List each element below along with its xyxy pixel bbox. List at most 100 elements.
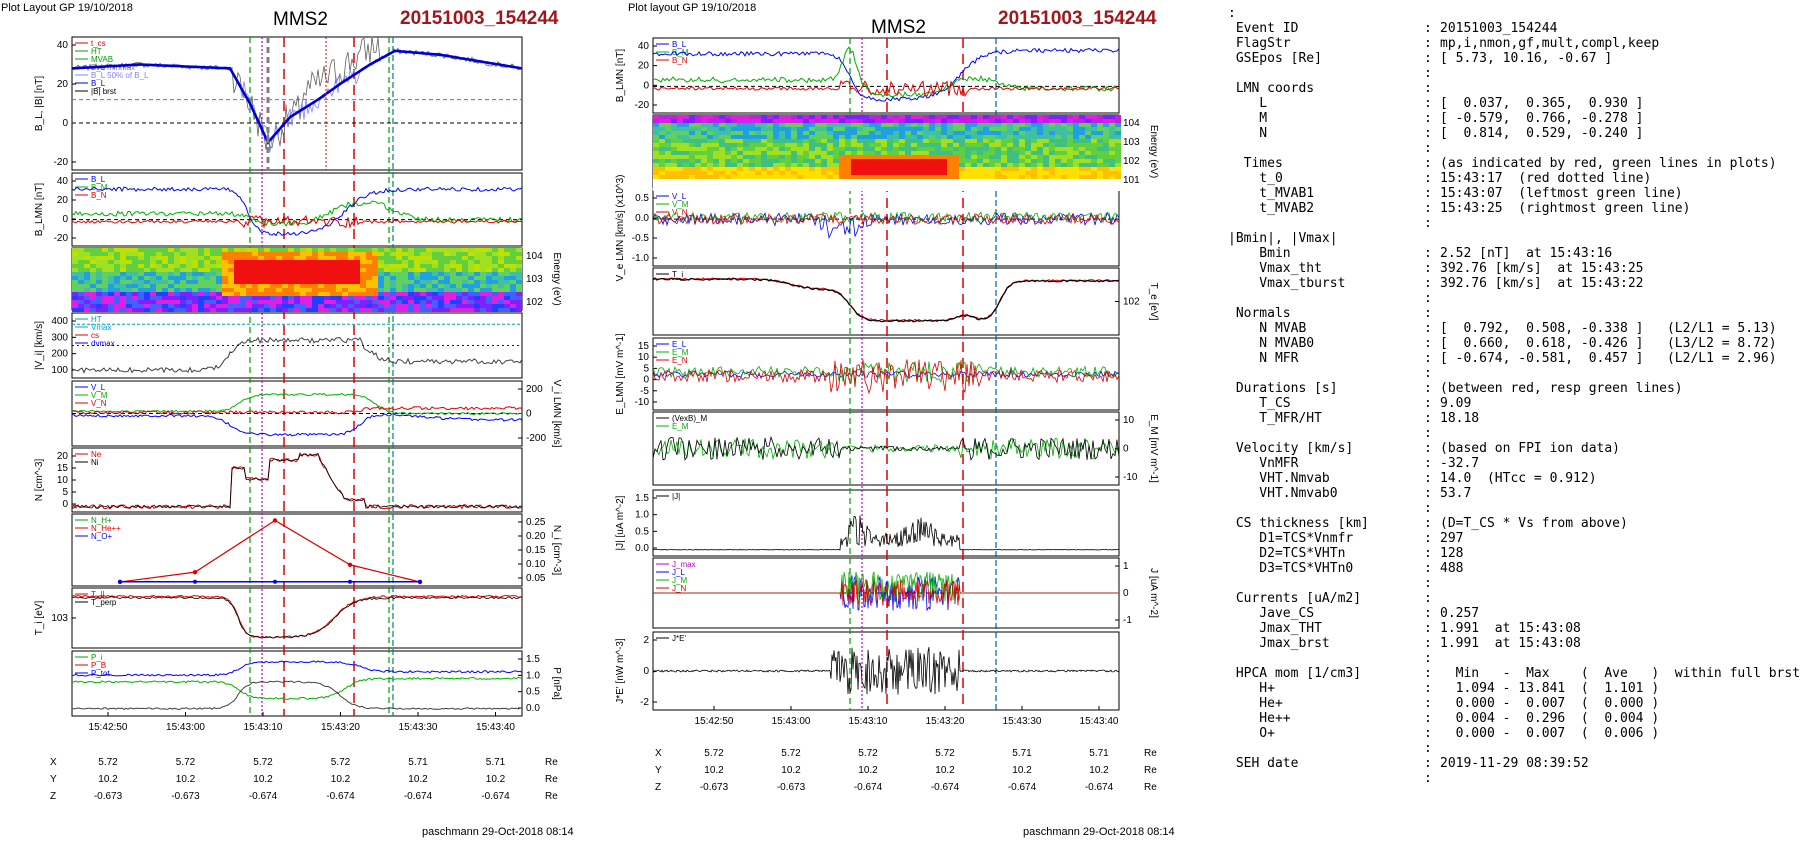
spectrogram-cell [923, 127, 929, 131]
spectrogram-cell [204, 292, 210, 296]
spectrogram-cell [713, 135, 719, 139]
spectrogram-cell [653, 123, 659, 127]
spectrogram-cell [737, 115, 743, 119]
y-tick-label: 10 [638, 352, 650, 363]
spectrogram-cell [336, 260, 342, 264]
spectrogram-cell [516, 292, 522, 296]
spectrogram-cell [1031, 179, 1037, 183]
y-tick-label: 0.15 [526, 545, 546, 556]
position-value: 5.72 [858, 748, 878, 759]
spectrogram-cell [893, 139, 899, 143]
spectrogram-cell [893, 179, 899, 183]
spectrogram-cell [204, 308, 210, 312]
spectrogram-cell [300, 292, 306, 296]
summary-value: [ 0.660, 0.618, -0.426 ] (L3/L2 = 8.72) [1440, 336, 1777, 351]
spectrogram-cell [192, 292, 198, 296]
spectrogram-cell [677, 147, 683, 151]
spectrogram-cell [845, 167, 851, 171]
spectrogram-cell [378, 256, 384, 260]
spectrogram-cell [288, 276, 294, 280]
spectrogram-cell [665, 171, 671, 175]
spectrogram-cell [450, 256, 456, 260]
spectrogram-cell [414, 296, 420, 300]
spectrogram-cell [1097, 115, 1103, 119]
spectrogram-cell [755, 183, 761, 187]
spectrogram-cell [72, 296, 78, 300]
spectrogram-cell [1055, 119, 1061, 123]
spectrogram-cell [977, 159, 983, 163]
spectrogram-cell [809, 143, 815, 147]
spectrogram-cell [1001, 139, 1007, 143]
spectrogram-cell [677, 123, 683, 127]
spectrogram-cell [366, 308, 372, 312]
spectrogram-cell [126, 248, 132, 252]
spectrogram-cell [737, 175, 743, 179]
spectrogram-cell [797, 127, 803, 131]
spectrogram-cell [683, 151, 689, 155]
spectrogram-cell [120, 256, 126, 260]
spectrogram-cell [132, 304, 138, 308]
spectrogram-cell [396, 260, 402, 264]
spectrogram-cell [102, 308, 108, 312]
spectrogram-cell [300, 280, 306, 284]
spectrogram-cell [492, 308, 498, 312]
spectrogram-cell [911, 147, 917, 151]
spectrogram-cell [983, 155, 989, 159]
spectrogram-cell [833, 159, 839, 163]
spectrogram-cell [1061, 163, 1067, 167]
spectrogram-cell [659, 139, 665, 143]
spectrogram-cell [240, 268, 246, 272]
spectrogram-cell [78, 252, 84, 256]
spectrogram-cell [342, 304, 348, 308]
spectrogram-cell [887, 119, 893, 123]
summary-key: SEH date [1228, 756, 1299, 771]
summary-key: Currents [uA/m2] [1228, 591, 1362, 606]
spectrogram-cell [743, 171, 749, 175]
spectrogram-cell [851, 127, 857, 131]
y-tick-label: 0 [526, 409, 532, 420]
spectrogram-cell [695, 183, 701, 187]
spectrogram-cell [689, 131, 695, 135]
spectrogram-cell [156, 300, 162, 304]
spectrogram-cell [929, 139, 935, 143]
spectrogram-cell [755, 147, 761, 151]
spectrogram-cell [821, 179, 827, 183]
spectrogram-cell [911, 183, 917, 187]
spectrogram-cell [1007, 155, 1013, 159]
spectrogram-cell [1025, 147, 1031, 151]
spectrogram-cell [1037, 167, 1043, 171]
spectrogram-cell [1037, 143, 1043, 147]
spectrogram-cell [875, 115, 881, 119]
spectrogram-cell [396, 248, 402, 252]
spectrogram-cell [977, 139, 983, 143]
spectrogram-cell [749, 139, 755, 143]
summary-value: Min - Max ( Ave ) within full brst int [1440, 666, 1800, 681]
spectrogram-cell [330, 304, 336, 308]
summary-row: N:[ 0.814, 0.529, -0.240 ] [1228, 126, 1800, 141]
spectrogram-cell [779, 179, 785, 183]
spectrogram-cell [929, 131, 935, 135]
spectrogram-cell [863, 159, 869, 163]
spectrogram-cell [959, 151, 965, 155]
y-tick-label: 20 [57, 79, 69, 90]
spectrogram-cell [845, 155, 851, 159]
spectrogram-cell [899, 143, 905, 147]
spectrogram-cell [1097, 179, 1103, 183]
spectrogram-cell [923, 167, 929, 171]
spectrogram-cell [1049, 135, 1055, 139]
spectrogram-cell [749, 159, 755, 163]
spectrogram-cell [288, 280, 294, 284]
spectrogram-cell [863, 123, 869, 127]
spectrogram-cell [1055, 143, 1061, 147]
summary-key [1228, 426, 1424, 441]
spectrogram-cell [378, 300, 384, 304]
spectrogram-cell [821, 135, 827, 139]
spectrogram-cell [72, 268, 78, 272]
spectrogram-cell [881, 187, 887, 191]
spectrogram-cell [767, 155, 773, 159]
spectrogram-cell [665, 175, 671, 179]
spectrogram-cell [1085, 183, 1091, 187]
spectrogram-cell [677, 127, 683, 131]
spectrogram-cell [1079, 159, 1085, 163]
spectrogram-cell [929, 183, 935, 187]
